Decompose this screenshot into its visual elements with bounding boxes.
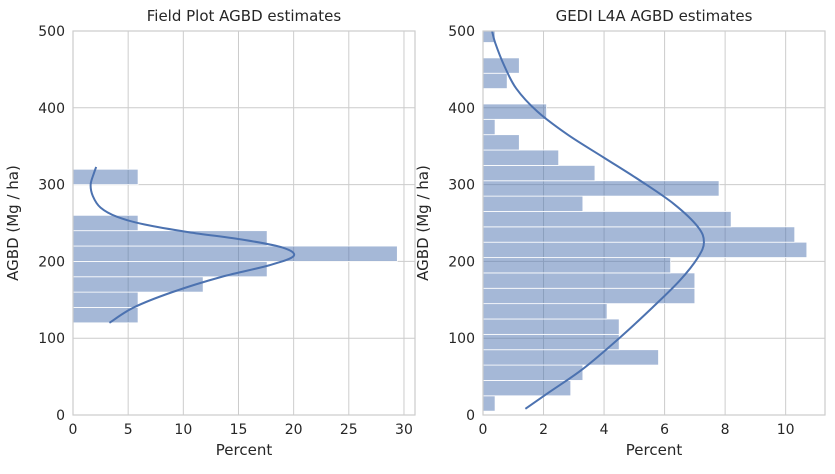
histogram-bar [483,380,572,397]
histogram-bar [483,364,584,381]
x-tick-label: 30 [395,422,413,438]
histogram-bar [483,318,620,335]
histogram-bar [73,276,204,293]
histogram-bars [73,168,398,324]
x-tick-label: 20 [285,422,303,438]
histogram-bar [483,333,620,351]
histogram-bar [483,31,496,43]
histogram-bar [483,118,496,136]
x-tick-label: 8 [721,422,730,438]
y-tick-label: 0 [466,408,475,424]
histogram-bar [483,226,796,243]
x-tick-label: 0 [479,422,488,438]
histogram-bar [483,272,696,289]
y-tick-label: 0 [56,408,65,424]
x-tick-label: 10 [777,422,795,438]
chart-title: GEDI L4A AGBD estimates [556,7,753,25]
y-tick-label: 100 [448,331,475,347]
histogram-bar [483,211,732,228]
histogram-bar [483,149,560,166]
x-tick-label: 2 [539,422,548,438]
y-axis-label: AGBD (Mg / ha) [4,165,22,281]
histogram-bar [483,195,584,212]
field-plot-axes: 0 5 10 15 20 25 300100200300400500PercentAGBD … [4,7,416,459]
histogram-bar [73,291,139,308]
y-tick-label: 100 [38,331,65,347]
x-tick-label: 6 [660,422,669,438]
y-axis-label: AGBD (Mg / ha) [414,165,432,281]
x-tick-label: 15 [230,422,248,438]
histogram-bar [483,241,808,258]
histogram-bar [483,134,520,151]
histogram-bar [483,349,659,366]
x-tick-label: 10 [174,422,192,438]
x-tick-label: 0 [69,422,78,438]
y-tick-label: 400 [38,101,65,117]
x-tick-label: 4 [600,422,609,438]
histogram-bar [483,257,672,274]
histogram-bar [73,260,268,278]
histogram-bar [483,287,696,305]
histogram-bar [483,164,596,182]
axes-frame [72,30,416,416]
axes-frame [482,30,826,416]
y-tick-label: 400 [448,101,475,117]
y-tick-label: 300 [448,178,475,194]
histogram-bar [483,103,547,120]
histogram-bar [483,395,496,412]
histogram-bars [483,31,808,412]
x-axis-label: Percent [626,441,683,459]
histogram-bar [483,180,720,197]
histogram-bar [73,230,268,247]
x-axis-label: Percent [216,441,273,459]
histogram-bar [483,72,508,89]
kde-curve [491,31,705,410]
y-tick-label: 500 [38,24,65,40]
kde-curve [89,166,296,324]
histogram-bar [73,214,139,232]
histogram-bar [483,303,608,320]
x-tick-label: 25 [340,422,358,438]
histogram-bar [73,245,398,262]
y-tick-label: 200 [448,254,475,270]
y-tick-label: 500 [448,24,475,40]
y-tick-label: 200 [38,254,65,270]
chart-title: Field Plot AGBD estimates [147,7,342,25]
x-tick-label: 5 [124,422,133,438]
y-tick-label: 300 [38,178,65,194]
histogram-bar [73,168,139,186]
